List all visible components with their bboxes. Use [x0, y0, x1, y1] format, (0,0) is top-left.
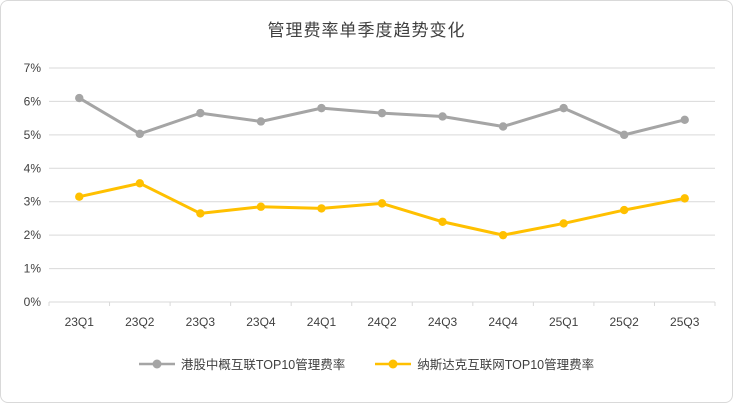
- data-point-marker: [377, 199, 387, 208]
- data-point-marker: [317, 204, 326, 213]
- data-point-marker: [135, 129, 145, 139]
- series-1: [75, 179, 689, 240]
- x-axis-labels: 23Q1 23Q2 23Q3 23Q4 24Q1 24Q2 24Q3 24Q4 25Q1 25Q2…: [65, 315, 700, 329]
- y-tick-label: 2%: [24, 228, 42, 242]
- x-tick-label: 24Q4: [488, 315, 518, 329]
- y-tick-label: 0%: [24, 295, 42, 309]
- data-point-marker: [559, 219, 568, 228]
- x-tick-label: 25Q3: [670, 315, 700, 329]
- y-tick-label: 5%: [24, 128, 42, 142]
- x-tick-label: 25Q2: [610, 315, 640, 329]
- data-point-marker: [619, 205, 629, 215]
- x-tick-label: 23Q4: [246, 315, 276, 329]
- data-point-marker: [498, 122, 508, 131]
- data-point-marker: [75, 192, 84, 201]
- data-point-marker: [377, 108, 387, 118]
- legend-label: 港股中概互联TOP10管理费率: [180, 358, 346, 372]
- legend-line-marker-icon: [138, 359, 175, 368]
- y-tick-label: 7%: [24, 61, 42, 75]
- x-tick-label: 23Q1: [65, 315, 95, 329]
- series-0: [75, 93, 689, 140]
- y-gridlines: [49, 67, 715, 303]
- y-tick-label: 1%: [24, 262, 42, 276]
- x-tick-label: 23Q2: [125, 315, 155, 329]
- data-point-marker: [317, 103, 326, 113]
- data-point-marker: [680, 194, 689, 203]
- chart-title: 管理费率单季度趋势变化: [267, 21, 466, 40]
- x-tick-label: 25Q1: [549, 315, 579, 329]
- data-point-marker: [680, 115, 689, 125]
- x-axis-ticks: [48, 302, 716, 306]
- data-point-marker: [256, 202, 266, 211]
- line-chart: 0% 1% 2% 3% 4% 5% 6% 7% 23Q1 23Q2 23Q3 23Q4 24Q1 24Q2…: [24, 61, 716, 329]
- legend-item-0: 港股中概互联TOP10管理费率: [138, 354, 346, 373]
- legend-item-1: 纳斯达克互联网TOP10管理费率: [375, 354, 594, 373]
- x-tick-label: 23Q3: [186, 315, 216, 329]
- y-tick-label: 3%: [24, 195, 42, 209]
- x-tick-label: 24Q1: [307, 315, 337, 329]
- y-tick-label: 4%: [24, 161, 42, 175]
- chart-legend: 港股中概互联TOP10管理费率 纳斯达克互联网TOP10管理费率: [1, 354, 732, 373]
- y-axis-labels: 0% 1% 2% 3% 4% 5% 6% 7%: [24, 61, 42, 309]
- x-tick-label: 24Q2: [367, 315, 397, 329]
- data-point-marker: [438, 217, 447, 226]
- data-point-marker: [135, 179, 145, 188]
- data-point-marker: [196, 209, 205, 218]
- data-point-marker: [619, 130, 629, 140]
- data-point-marker: [196, 108, 205, 118]
- legend-label: 纳斯达克互联网TOP10管理费率: [417, 358, 595, 372]
- y-tick-label: 6%: [24, 94, 42, 108]
- data-point-marker: [75, 93, 84, 103]
- data-point-marker: [498, 230, 508, 240]
- series-line: [77, 181, 687, 237]
- data-point-marker: [438, 112, 447, 121]
- legend-line-marker-icon: [375, 359, 412, 368]
- data-point-marker: [256, 117, 266, 126]
- x-tick-label: 24Q3: [428, 315, 458, 329]
- data-point-marker: [559, 103, 568, 113]
